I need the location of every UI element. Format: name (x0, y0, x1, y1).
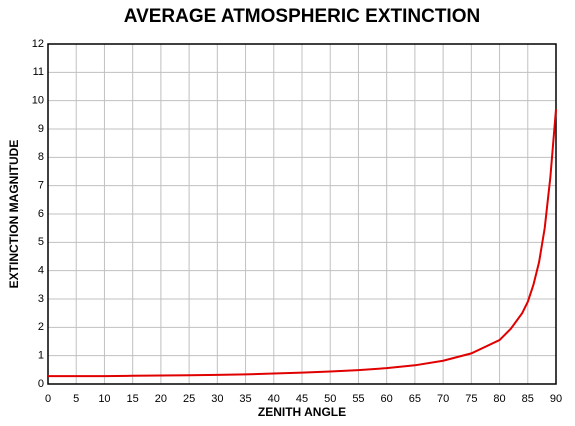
y-tick-label: 3 (38, 293, 44, 305)
x-tick-label: 50 (324, 393, 336, 405)
x-axis-label: ZENITH ANGLE (258, 405, 346, 419)
x-tick-label: 55 (352, 393, 364, 405)
x-tick-label: 35 (239, 393, 251, 405)
y-tick-label: 8 (38, 151, 44, 163)
y-tick-label: 5 (38, 236, 44, 248)
y-tick-label: 1 (38, 350, 44, 362)
y-tick-label: 7 (38, 180, 44, 192)
y-tick-label: 6 (38, 208, 44, 220)
y-axis-label: EXTINCTION MAGNITUDE (7, 140, 21, 289)
x-tick-label: 75 (465, 393, 477, 405)
x-tick-label: 40 (268, 393, 280, 405)
x-tick-label: 10 (98, 393, 110, 405)
y-tick-label: 11 (33, 66, 44, 78)
x-tick-label: 70 (437, 393, 449, 405)
plot-frame (47, 43, 557, 385)
y-tick-label: 4 (38, 265, 44, 277)
y-tick-label: 0 (38, 378, 44, 390)
x-tick-label: 90 (550, 393, 562, 405)
x-tick-label: 15 (127, 393, 139, 405)
x-tick-label: 0 (45, 393, 51, 405)
x-tick-label: 30 (211, 393, 223, 405)
y-tick-label: 12 (32, 38, 44, 50)
chart-title: AVERAGE ATMOSPHERIC EXTINCTION (124, 6, 480, 27)
y-tick-label: 2 (38, 321, 44, 333)
data-line (48, 109, 557, 378)
x-tick-label: 80 (493, 393, 505, 405)
x-tick-label: 20 (155, 393, 167, 405)
x-tick-label: 65 (409, 393, 421, 405)
x-tick-label: 85 (522, 393, 534, 405)
y-tick-label: 10 (32, 95, 44, 107)
y-tick-label: 9 (38, 123, 44, 135)
x-tick-label: 25 (183, 393, 195, 405)
x-tick-label: 5 (73, 393, 79, 405)
x-tick-label: 45 (296, 393, 308, 405)
x-tick-label: 60 (381, 393, 393, 405)
